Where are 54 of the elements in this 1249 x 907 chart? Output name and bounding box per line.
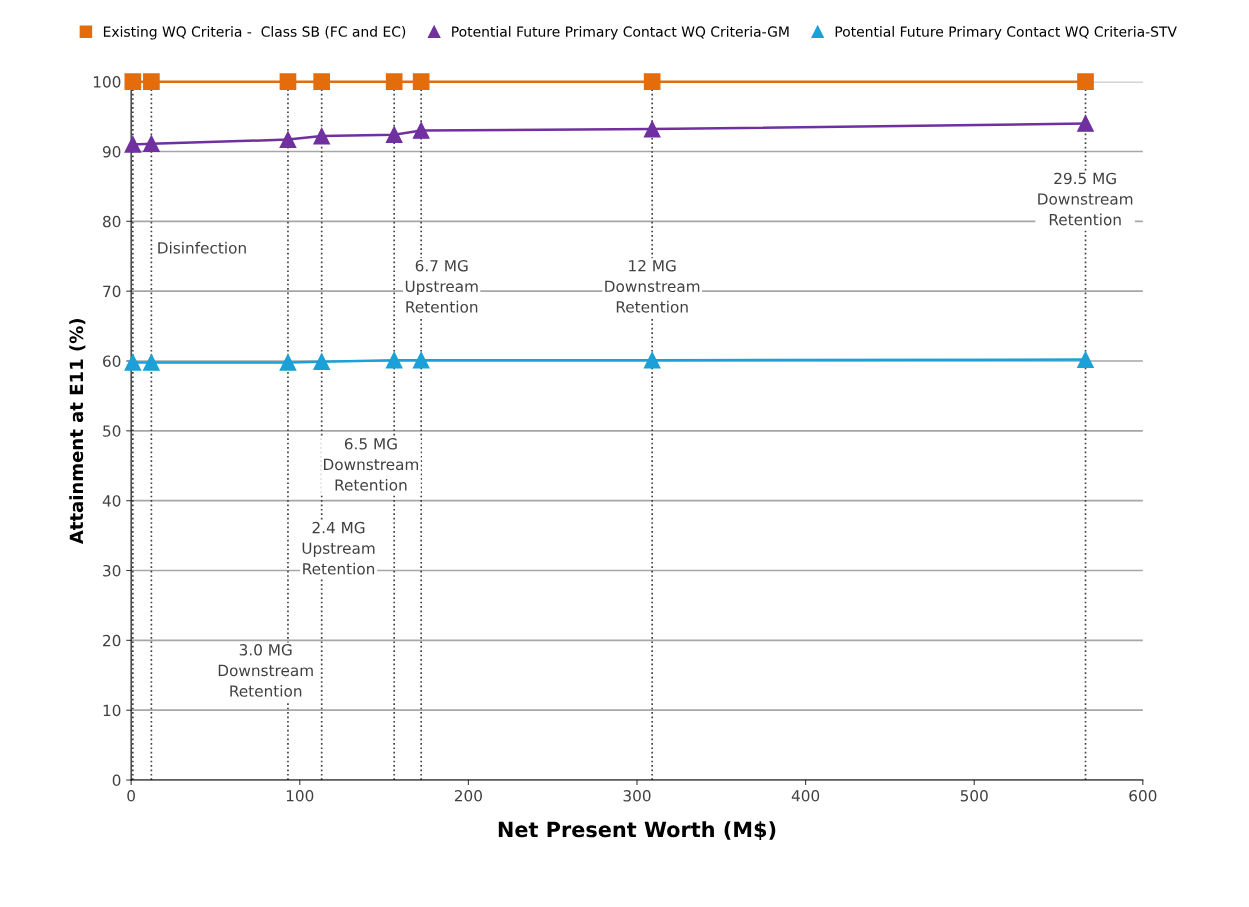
point: [412, 73, 430, 90]
point: [279, 73, 297, 90]
annotation: 2.4 MG Upstream Retention: [302, 521, 375, 575]
point: [279, 131, 297, 148]
x-tick-label: 400: [791, 790, 820, 802]
point: [412, 122, 430, 139]
point: [313, 73, 331, 90]
x-tick-label: 200: [454, 790, 482, 802]
point: [313, 353, 331, 371]
y-tick-label: 10: [103, 704, 121, 717]
point: [124, 354, 142, 371]
legend-label: Potential Future Primary Contact WQ Criteria-STV: [835, 26, 1177, 40]
y-axis-title: Attainment at E11 (%): [69, 319, 86, 545]
point: [124, 73, 142, 90]
point: [643, 351, 661, 369]
annotation: 3.0 MG Downstream Retention: [218, 644, 313, 697]
y-tick-label: 30: [103, 564, 121, 577]
point: [385, 126, 403, 144]
point: [385, 351, 403, 369]
x-tick-label: 300: [623, 790, 651, 802]
point: [1077, 351, 1094, 368]
y-tick-label: 0: [112, 774, 121, 787]
point: [313, 127, 331, 145]
point: [143, 73, 160, 90]
point: [643, 73, 661, 90]
point: [124, 136, 142, 153]
point: [1077, 73, 1094, 90]
legend-label: Potential Future Primary Contact WQ Criteria-GM: [452, 26, 789, 40]
point: [1077, 115, 1094, 132]
annotation: 29.5 MG Downstream Retention: [1038, 172, 1133, 226]
y-tick-label: 20: [103, 634, 121, 647]
y-tick-label: 40: [102, 495, 121, 507]
x-tick-label: 100: [286, 790, 314, 802]
point: [143, 135, 160, 153]
y-tick-label: 90: [102, 145, 121, 158]
point: [412, 351, 430, 369]
x-axis-title: Net Present Worth (M$): [498, 821, 776, 841]
annotation: 6.5 MG Downstream Retention: [324, 438, 419, 491]
annotation: Disinfection: [158, 241, 246, 254]
x-tick-label: 500: [960, 790, 988, 802]
y-tick-label: 60: [103, 355, 121, 368]
point: [279, 354, 297, 371]
y-tick-label: 50: [103, 425, 121, 437]
point: [643, 120, 661, 138]
legend-label: Existing WQ Criteria - Class SB (FC and EC): [103, 26, 406, 40]
annotation: 12 MG Downstream Retention: [605, 259, 700, 313]
point: [143, 354, 160, 371]
x-tick-label: 0: [127, 790, 135, 802]
y-tick-label: 80: [103, 215, 121, 228]
y-tick-label: 100: [93, 76, 121, 88]
y-tick-label: 70: [103, 285, 121, 298]
annotation: 6.7 MG Upstream Retention: [405, 259, 478, 313]
point: [385, 73, 403, 90]
x-tick-label: 600: [1129, 790, 1157, 802]
